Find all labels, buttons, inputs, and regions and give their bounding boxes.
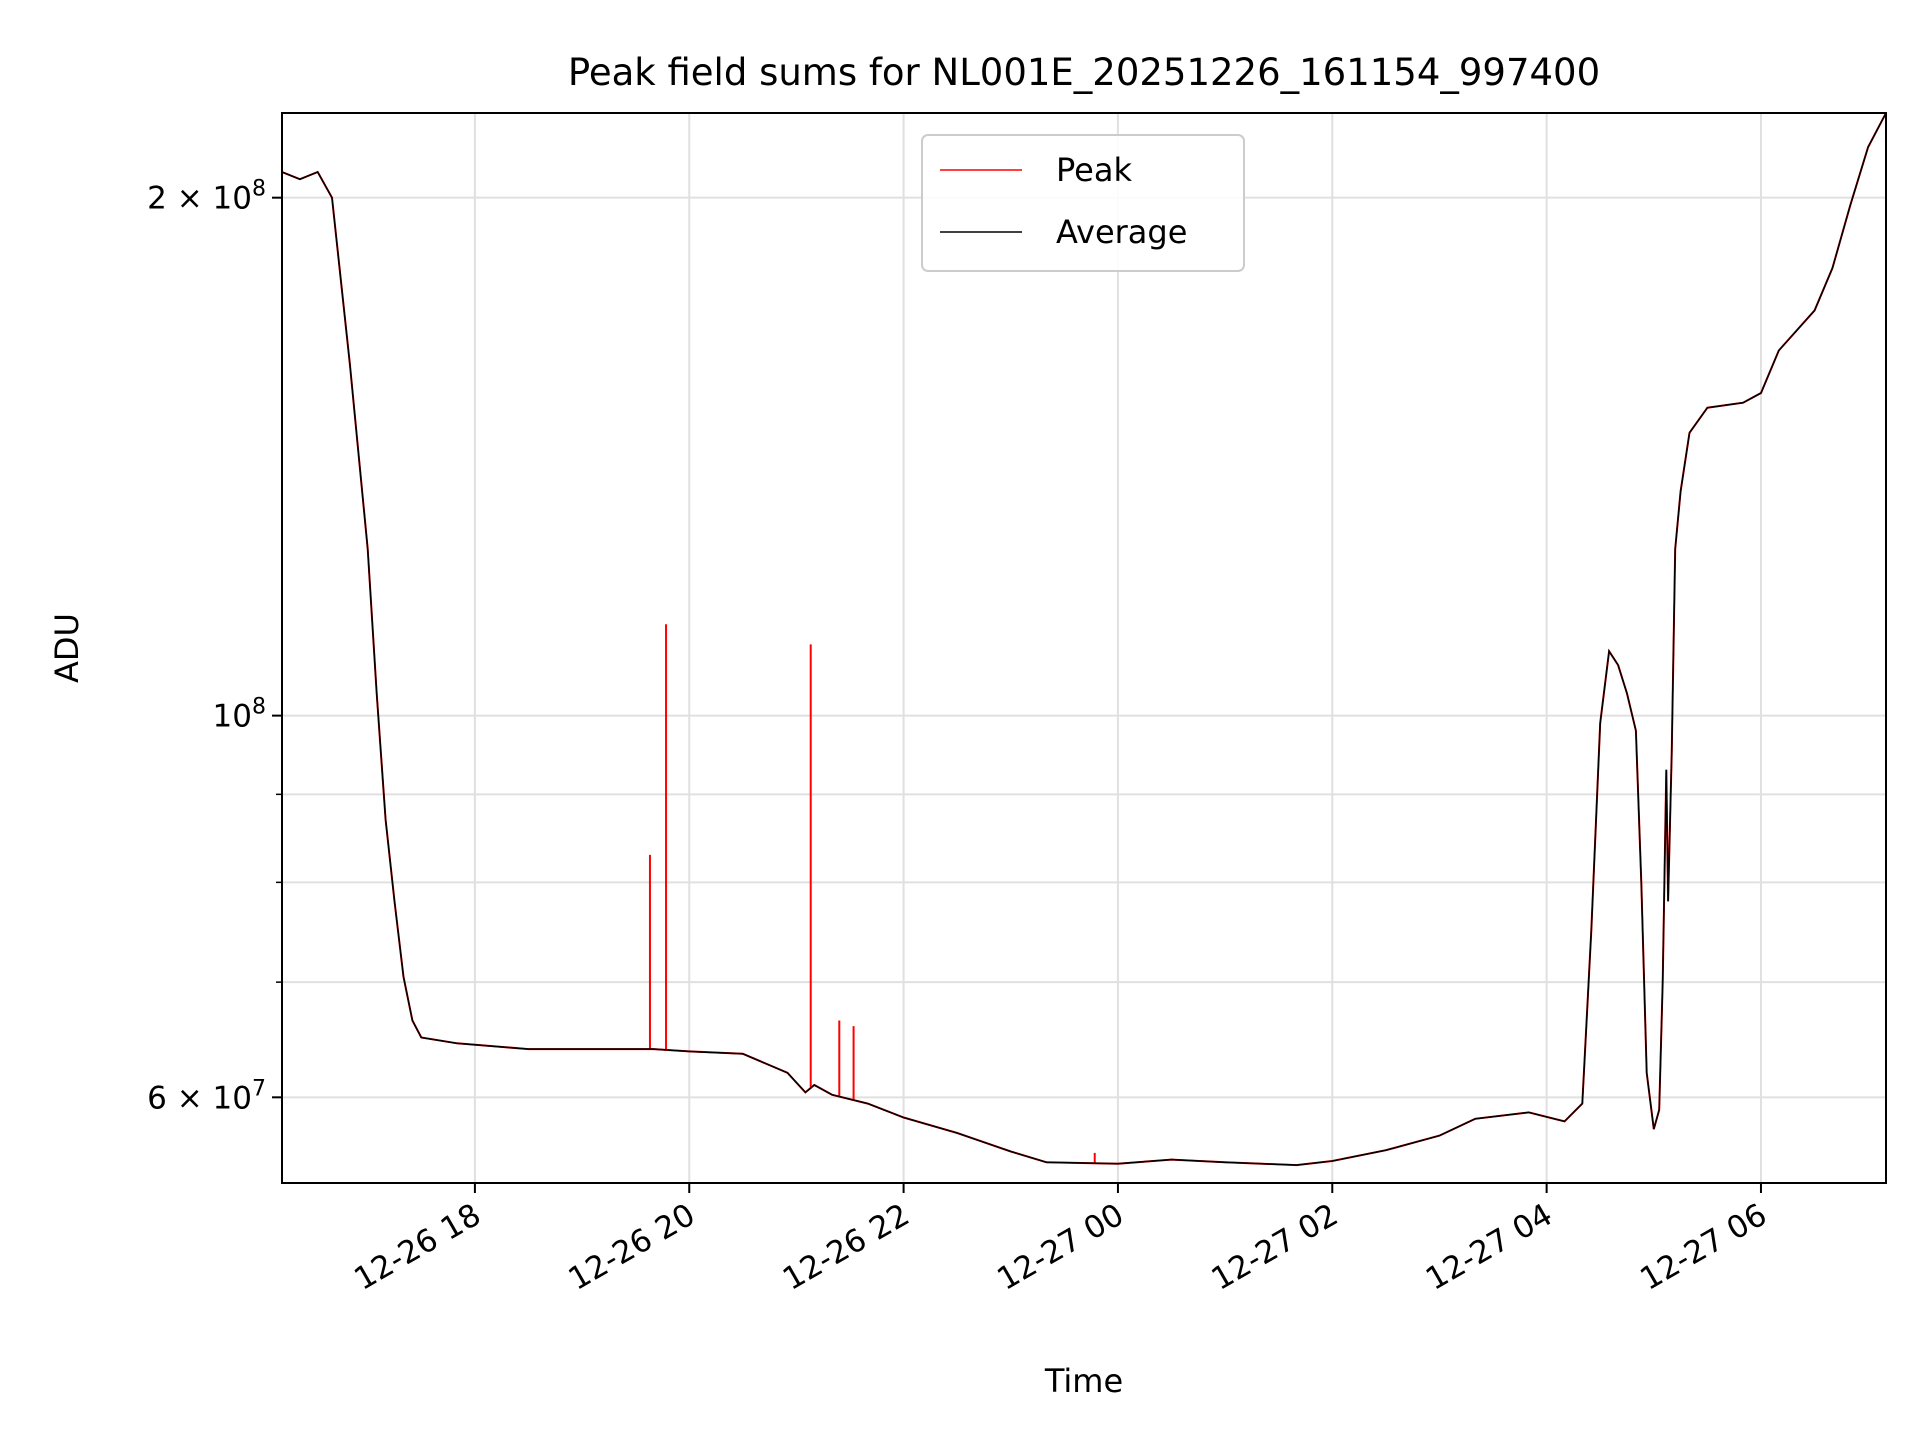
plot-frame: [281, 112, 1887, 1184]
legend: Peak Average: [921, 134, 1245, 272]
y-tick-label: 2 × 108: [147, 177, 266, 217]
x-axis-label: Time: [1044, 1362, 1123, 1400]
y-axis-label: ADU: [48, 613, 86, 683]
y-axis: 6 × 107 108 2 × 108: [147, 177, 282, 1116]
legend-label-average: Average: [1056, 213, 1187, 251]
plot-lines: [282, 113, 1886, 1167]
y-tick-label: 6 × 107: [147, 1076, 266, 1116]
chart-title: Peak field sums for NL001E_20251226_1611…: [568, 51, 1600, 94]
average-line: [282, 113, 1886, 1166]
legend-label-peak: Peak: [1056, 151, 1132, 189]
y-tick-label: 108: [213, 695, 266, 735]
legend-box: [921, 134, 1245, 272]
